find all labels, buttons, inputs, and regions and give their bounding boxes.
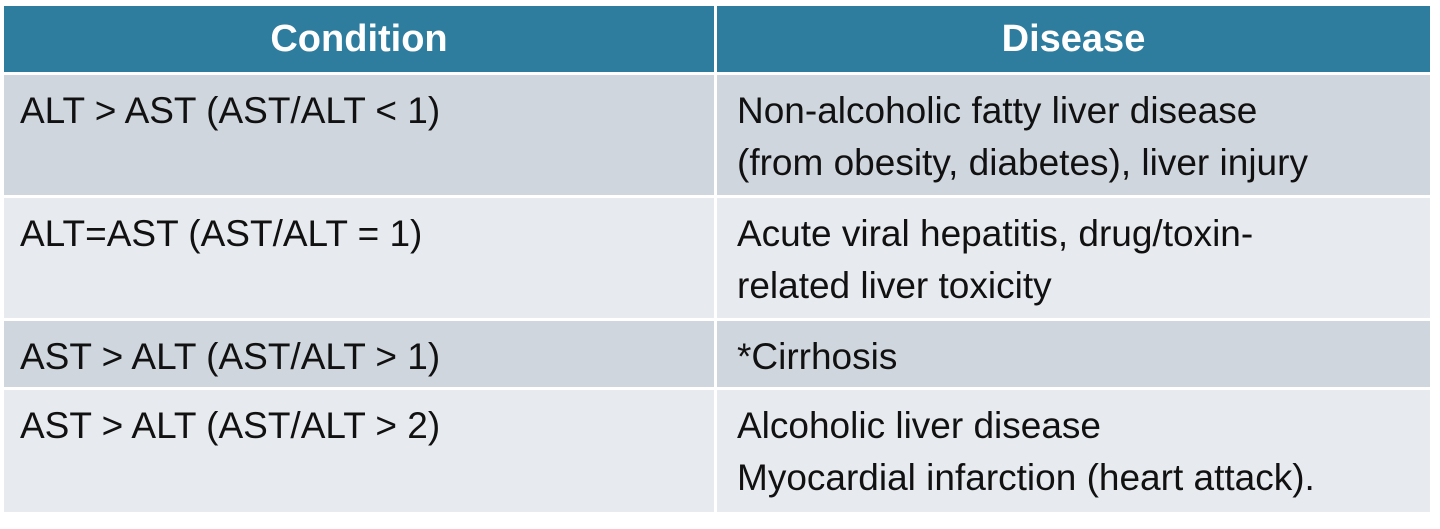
- disease-cell: Non-alcoholic fatty liver disease (from …: [717, 75, 1430, 198]
- table-row: ALT > AST (AST/ALT < 1) Non-alcoholic fa…: [4, 75, 1430, 198]
- condition-cell: AST > ALT (AST/ALT > 2): [4, 390, 717, 515]
- condition-cell: AST > ALT (AST/ALT > 1): [4, 321, 717, 390]
- table-row: ALT=AST (AST/ALT = 1) Acute viral hepati…: [4, 198, 1430, 321]
- condition-cell: ALT=AST (AST/ALT = 1): [4, 198, 717, 321]
- disease-line: Alcoholic liver disease: [737, 405, 1102, 446]
- condition-cell: ALT > AST (AST/ALT < 1): [4, 75, 717, 198]
- table-row: AST > ALT (AST/ALT > 2) Alcoholic liver …: [4, 390, 1430, 515]
- header-condition: Condition: [4, 6, 717, 75]
- disease-cell: *Cirrhosis: [717, 321, 1430, 390]
- disease-line: Myocardial infarction (heart attack).: [737, 457, 1315, 498]
- disease-cell: Alcoholic liver disease Myocardial infar…: [717, 390, 1430, 515]
- disease-line: *Cirrhosis: [737, 336, 898, 377]
- table-row: AST > ALT (AST/ALT > 1) *Cirrhosis: [4, 321, 1430, 390]
- disease-line: related liver toxicity: [737, 265, 1052, 306]
- disease-cell: Acute viral hepatitis, drug/toxin- relat…: [717, 198, 1430, 321]
- disease-line: (from obesity, diabetes), liver injury: [737, 142, 1308, 183]
- header-disease: Disease: [717, 6, 1430, 75]
- condition-disease-table-container: Condition Disease ALT > AST (AST/ALT < 1…: [4, 6, 1430, 515]
- disease-line: Non-alcoholic fatty liver disease: [737, 90, 1258, 131]
- table-header-row: Condition Disease: [4, 6, 1430, 75]
- condition-disease-table: Condition Disease ALT > AST (AST/ALT < 1…: [4, 6, 1430, 515]
- disease-line: Acute viral hepatitis, drug/toxin-: [737, 213, 1254, 254]
